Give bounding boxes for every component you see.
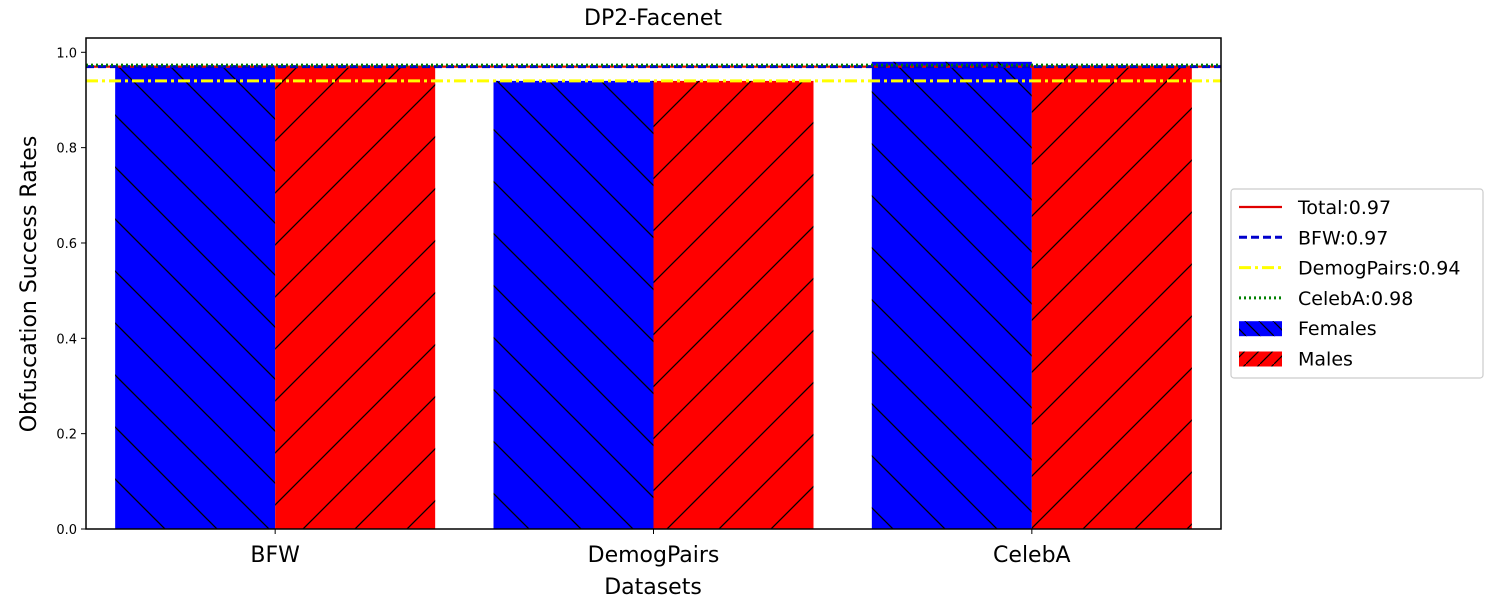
y-tick-label: 0.2	[56, 428, 77, 443]
reference-lines-layer	[86, 63, 1221, 83]
legend-label: BFW:0.97	[1298, 227, 1388, 249]
bar-hatch-females-celeba	[871, 61, 1032, 529]
x-axis: BFW DemogPairs CelebA	[250, 529, 1071, 568]
y-tick-label: 0.4	[56, 332, 77, 347]
bar-hatch-females-bfw	[115, 66, 276, 530]
legend-swatch-hatch	[1239, 321, 1282, 337]
x-tick-label: CelebA	[993, 543, 1071, 568]
bar-hatch-females-demogpairs	[493, 80, 654, 529]
bar-hatch-males-celeba	[1031, 66, 1192, 530]
y-tick-label: 0.6	[56, 237, 77, 252]
legend-label: CelebA:0.98	[1298, 288, 1413, 310]
y-axis-label: Obfuscation Success Rates	[17, 136, 42, 433]
legend-label: Males	[1298, 349, 1353, 371]
legend-box	[1230, 188, 1484, 379]
legend: Total:0.97 BFW:0.97 DemogPairs:0.94 CelebA:…	[1230, 188, 1484, 379]
bar-hatch-males-demogpairs	[653, 80, 814, 529]
legend-label: Females	[1298, 318, 1377, 340]
x-axis-label: Datasets	[604, 575, 702, 600]
chart-title: DP2-Facenet	[584, 6, 722, 31]
legend-label: DemogPairs:0.94	[1298, 258, 1460, 280]
bars-layer	[115, 61, 1192, 530]
x-tick-label: DemogPairs	[588, 543, 720, 568]
y-tick-label: 1.0	[56, 46, 77, 61]
legend-label: Total:0.97	[1297, 197, 1391, 219]
y-tick-label: 0.8	[56, 142, 77, 157]
legend-swatch-hatch	[1239, 351, 1282, 367]
y-tick-label: 0.0	[56, 523, 77, 538]
y-axis: 0.0 0.2 0.4 0.6 0.8 1.0	[56, 46, 86, 538]
bar-hatch-males-bfw	[275, 66, 436, 530]
x-tick-label: BFW	[250, 543, 300, 568]
